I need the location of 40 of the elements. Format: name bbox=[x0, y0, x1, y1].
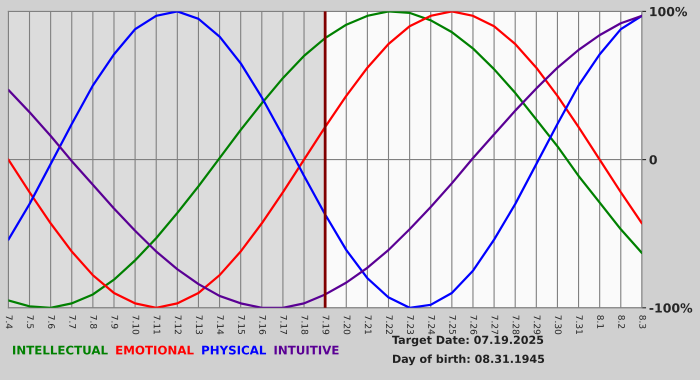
x-tick-label: 7.24 bbox=[428, 315, 435, 334]
text: Day of birth: 08.31.1945 bbox=[393, 354, 544, 366]
x-tick-label: 7.19 bbox=[322, 315, 330, 334]
x-tick-label: 7.6 bbox=[48, 315, 55, 329]
x-tick-label: 7.17 bbox=[280, 315, 288, 334]
x-tick-label: 7.16 bbox=[259, 315, 266, 334]
text: EMOTIONAL bbox=[116, 346, 194, 355]
x-tick-label: 7.18 bbox=[301, 315, 308, 334]
text: PHYSICAL bbox=[202, 346, 266, 355]
x-tick-label: 7.25 bbox=[449, 315, 456, 334]
x-tick-label: 7.5 bbox=[26, 315, 34, 328]
text: INTELLECTUAL bbox=[13, 346, 108, 355]
x-tick-label: 7.11 bbox=[154, 315, 160, 334]
y-tick-label: 100% bbox=[650, 6, 688, 16]
x-tick-label: 7.23 bbox=[406, 315, 414, 334]
x-tick-label: 8.1 bbox=[597, 315, 604, 328]
x-tick-label: 7.9 bbox=[111, 315, 118, 328]
y-tick-label: 0 bbox=[649, 155, 657, 165]
x-tick-label: 7.13 bbox=[196, 315, 203, 334]
x-tick-label: 7.15 bbox=[238, 315, 245, 334]
text: Target Date: 07.19.2025 bbox=[392, 336, 544, 346]
y-tick-label: -100% bbox=[650, 303, 692, 313]
x-tick-label: 7.14 bbox=[217, 315, 224, 334]
x-tick-label: 7.21 bbox=[364, 315, 372, 334]
x-tick-label: 7.26 bbox=[470, 315, 478, 334]
x-tick-label: 7.29 bbox=[534, 315, 541, 334]
x-tick-label: 7.12 bbox=[174, 315, 182, 334]
x-tick-label: 7.31 bbox=[576, 315, 583, 334]
x-tick-label: 7.7 bbox=[69, 315, 76, 328]
x-tick-label: 8.3 bbox=[639, 315, 646, 328]
x-tick-label: 7.22 bbox=[386, 315, 393, 334]
x-tick-label: 7.10 bbox=[132, 315, 140, 334]
x-tick-label: 7.20 bbox=[344, 315, 350, 334]
x-tick-label: 7.30 bbox=[554, 315, 562, 334]
x-tick-label: 7.27 bbox=[492, 315, 498, 334]
text: INTUITIVE bbox=[274, 346, 339, 355]
x-tick-label: 7.8 bbox=[90, 315, 98, 328]
x-tick-label: 8.2 bbox=[618, 315, 625, 328]
x-tick-label: 7.28 bbox=[512, 315, 520, 334]
x-tick-label: 7.4 bbox=[6, 315, 12, 329]
